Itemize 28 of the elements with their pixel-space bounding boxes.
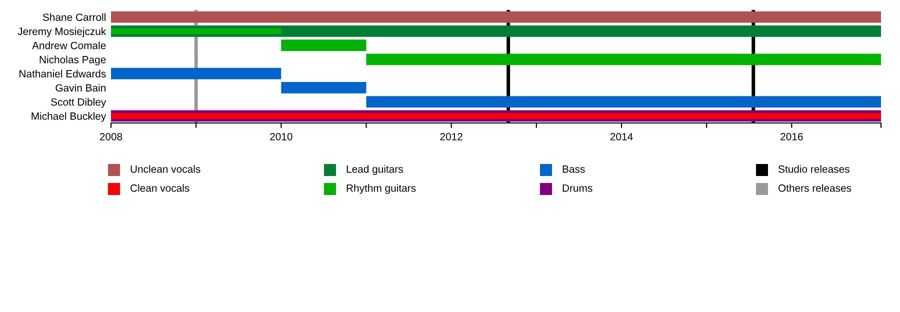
bar (281, 40, 366, 51)
x-tick-label: 2014 (610, 132, 633, 140)
legend-label: Others releases (778, 184, 852, 192)
y-tick-label: Shane Carroll (42, 13, 106, 21)
y-tick-label: Nathaniel Edwards (20, 70, 106, 78)
y-tick-label: Nicholas Page (40, 56, 106, 66)
x-tick-label: 2016 (780, 132, 803, 140)
legend-label: Rhythm guitars (346, 184, 416, 194)
legend-label: Studio releases (778, 165, 850, 173)
bar (366, 96, 881, 108)
legend-label: Drums (562, 184, 592, 192)
legend-label: Bass (562, 166, 585, 173)
legend-label: Lead guitars (346, 165, 403, 175)
y-tick-label: Scott Dibley (51, 98, 106, 108)
bar (281, 82, 366, 94)
bar (111, 11, 881, 23)
bar (111, 113, 881, 119)
legend-label: Unclean vocals (130, 165, 200, 173)
x-tick-label: 2012 (440, 132, 462, 140)
y-tick-label: Jeremy Mosiejczuk (18, 27, 106, 38)
x-tick-label: 2008 (100, 132, 122, 140)
y-tick-label: Andrew Comale (32, 42, 106, 50)
y-tick-label: Michael Buckley (32, 112, 106, 122)
x-tick-label: 2010 (270, 132, 292, 140)
bar (111, 68, 282, 80)
y-tick-label: Gavin Bain (56, 84, 106, 92)
legend-label: Clean vocals (130, 184, 190, 192)
bar (366, 54, 881, 66)
